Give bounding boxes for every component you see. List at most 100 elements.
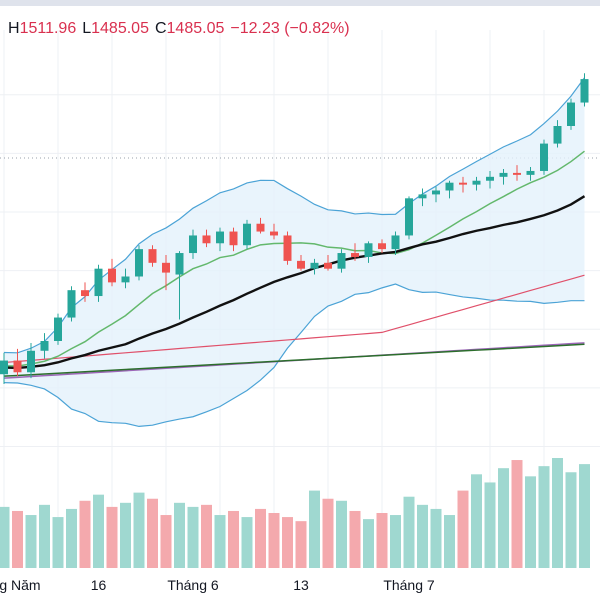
volume-bar: [201, 504, 212, 568]
volume-bar: [106, 506, 118, 568]
volume-bar: [417, 504, 428, 568]
volume-bar: [174, 502, 185, 568]
x-axis-tick-label: Tháng 6: [167, 577, 219, 593]
candle-body: [94, 268, 103, 297]
candle-body: [27, 350, 35, 373]
candle-body: [310, 262, 319, 269]
candle-body: [418, 194, 427, 199]
candle-body: [54, 317, 62, 341]
candle-body: [40, 341, 49, 351]
volume-bar: [552, 458, 563, 568]
close-value: 1485.05: [166, 20, 225, 37]
candle-body: [121, 276, 130, 283]
candle-body: [243, 223, 251, 246]
moving-average-dark-green-line: [3, 343, 585, 377]
low-label: L: [82, 20, 92, 37]
candle-body: [432, 190, 440, 195]
volume-bar: [484, 482, 496, 568]
candle-body: [270, 231, 278, 236]
candle-body: [81, 290, 89, 297]
volume-bar: [565, 472, 577, 568]
candle-body: [540, 143, 548, 171]
x-axis-tick-label: 16: [91, 577, 107, 593]
top-strip: [0, 0, 600, 6]
volume-bar: [498, 468, 509, 568]
volume-bar: [147, 498, 158, 568]
volume-bar: [241, 517, 253, 568]
moving-average-fast-line: [3, 150, 585, 367]
volume-bar: [349, 510, 361, 568]
candle-body: [0, 360, 8, 375]
candle-body: [202, 235, 211, 244]
volume-bar: [430, 508, 442, 568]
candle-body: [351, 253, 359, 257]
moving-average-slow-line: [3, 195, 586, 370]
volume-bar: [511, 460, 523, 568]
candle-body: [486, 176, 494, 181]
volume-bar: [255, 508, 266, 568]
ohlc-legend: H1511.96 L1485.05 C1485.05 −12.23 (−0.82%): [8, 20, 350, 38]
volume-bar: [133, 492, 145, 568]
candle-body: [337, 253, 346, 269]
candle-body: [513, 172, 521, 175]
volume-bar: [336, 500, 347, 568]
candle-body: [391, 235, 400, 250]
candle-body: [148, 249, 157, 263]
candle-body: [580, 79, 589, 103]
volume-bar: [282, 517, 293, 568]
volume-bar: [12, 510, 23, 568]
x-axis-tick-label: Tháng Năm: [0, 577, 41, 593]
change-value: −12.23: [230, 20, 280, 37]
volume-bar: [538, 466, 550, 568]
volume-bar: [187, 506, 199, 568]
volume-bar: [52, 517, 64, 568]
volume-bar: [0, 506, 10, 568]
candle-body: [553, 126, 562, 144]
candle-body: [378, 243, 386, 250]
volume-bar: [322, 498, 334, 568]
volume-bar: [403, 496, 415, 568]
close-label: C: [154, 20, 167, 37]
volume-bar: [376, 513, 388, 568]
candle-body: [459, 182, 467, 185]
volume-bar: [363, 519, 374, 568]
bollinger-band-fill: [4, 77, 585, 427]
volume-bar: [295, 521, 307, 568]
candle-body: [499, 172, 508, 177]
candle-body: [324, 262, 332, 269]
volume-bar: [66, 508, 77, 568]
candle-body: [256, 223, 265, 232]
volume-bar: [214, 515, 226, 568]
high-value: 1511.96: [19, 20, 77, 37]
candle-body: [283, 235, 292, 261]
volume-bar: [93, 494, 104, 568]
candle-body: [67, 290, 76, 318]
volume-bar: [25, 515, 37, 568]
volume-bar: [228, 510, 239, 568]
volume-bar: [471, 474, 482, 568]
candle-body: [405, 198, 413, 236]
candle-body: [175, 253, 184, 275]
candle-body: [445, 182, 454, 191]
volume-bar: [79, 500, 91, 568]
candle-body: [229, 231, 238, 246]
volume-bar: [579, 464, 590, 568]
high-label: H: [8, 20, 20, 37]
volume-bar: [444, 515, 455, 568]
volume-bar: [525, 476, 536, 568]
candle-body: [364, 243, 373, 257]
change-percent: (−0.82%): [284, 20, 350, 37]
volume-bar: [309, 490, 320, 568]
volume-bar: [39, 504, 50, 568]
volume-bar: [457, 490, 469, 568]
candle-body: [472, 180, 481, 185]
volume-bar: [160, 515, 172, 568]
candle-body: [567, 102, 575, 126]
x-axis-tick-label: 13: [293, 577, 309, 593]
candle-body: [162, 262, 170, 273]
candle-body: [135, 249, 143, 277]
volume-bar: [120, 502, 131, 568]
volume-bar: [390, 515, 401, 568]
